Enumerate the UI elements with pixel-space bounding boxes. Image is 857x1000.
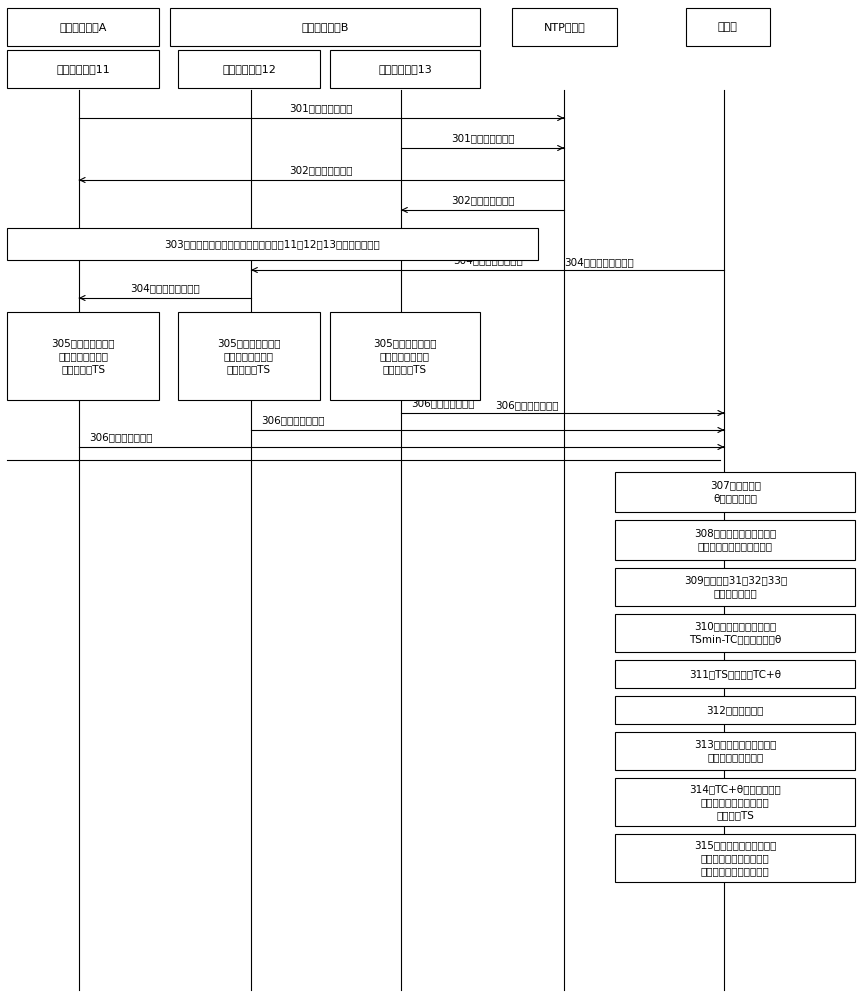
Text: 客户端: 客户端: [717, 22, 738, 32]
Text: 303，校正自身系统时钟，传输处理单元11、12、13的工作时钟一致: 303，校正自身系统时钟，传输处理单元11、12、13的工作时钟一致: [165, 239, 381, 249]
FancyBboxPatch shape: [615, 568, 855, 606]
FancyBboxPatch shape: [170, 8, 480, 46]
Text: 传输处理单元12: 传输处理单元12: [222, 64, 276, 74]
FancyBboxPatch shape: [615, 472, 855, 512]
FancyBboxPatch shape: [7, 228, 538, 260]
Text: 306，流媒体数据包: 306，流媒体数据包: [411, 398, 475, 408]
Text: 301，查询时间请求: 301，查询时间请求: [290, 103, 353, 113]
Text: 306，流媒体数据包: 306，流媒体数据包: [261, 415, 325, 425]
FancyBboxPatch shape: [615, 778, 855, 826]
Text: 304，流媒体获取请求: 304，流媒体获取请求: [564, 257, 633, 267]
FancyBboxPatch shape: [330, 312, 480, 400]
FancyBboxPatch shape: [178, 312, 320, 400]
FancyBboxPatch shape: [615, 696, 855, 724]
Text: 308，空值，将数据包保存
到对应缓冲区中的相应位置: 308，空值，将数据包保存 到对应缓冲区中的相应位置: [694, 529, 776, 551]
Text: 313，将数据包保存到对应
缓冲区中的相应位置: 313，将数据包保存到对应 缓冲区中的相应位置: [694, 740, 776, 762]
Text: 304，流媒体获取请求: 304，流媒体获取请求: [130, 283, 200, 293]
Text: 312，丢弃数据包: 312，丢弃数据包: [707, 705, 764, 715]
Text: 305，拍摄采集、编
码，压缩成多个数
据包并标记TS: 305，拍摄采集、编 码，压缩成多个数 据包并标记TS: [51, 338, 115, 374]
Text: 310，均有数据包，将差值
TSmin-TC赋予时间变量θ: 310，均有数据包，将差值 TSmin-TC赋予时间变量θ: [689, 622, 782, 644]
Text: 301，查询时间请求: 301，查询时间请求: [451, 133, 514, 143]
FancyBboxPatch shape: [7, 50, 159, 88]
Text: 309，缓冲区31、32、33中
是否均有数据包: 309，缓冲区31、32、33中 是否均有数据包: [684, 576, 787, 598]
Text: 302，查询时间响应: 302，查询时间响应: [451, 195, 514, 205]
FancyBboxPatch shape: [615, 520, 855, 560]
Text: 306，流媒体数据包: 306，流媒体数据包: [495, 400, 559, 410]
Text: 流媒体服务器B: 流媒体服务器B: [301, 22, 349, 32]
FancyBboxPatch shape: [178, 50, 320, 88]
Text: 306，流媒体数据包: 306，流媒体数据包: [89, 432, 153, 442]
Text: 314，TC+θ是否达到各播
放队列中第一个数据包上
的时间戳TS: 314，TC+θ是否达到各播 放队列中第一个数据包上 的时间戳TS: [689, 784, 782, 820]
FancyBboxPatch shape: [615, 660, 855, 688]
Text: 311，TS是否大于TC+θ: 311，TS是否大于TC+θ: [689, 669, 782, 679]
Text: NTP服务器: NTP服务器: [544, 22, 585, 32]
Text: 传输处理单元13: 传输处理单元13: [378, 64, 432, 74]
Text: 305，拍摄采集、编
码，压缩成多个数
据包并标记TS: 305，拍摄采集、编 码，压缩成多个数 据包并标记TS: [373, 338, 437, 374]
FancyBboxPatch shape: [615, 732, 855, 770]
Text: 307，时间变量
θ是否为非空值: 307，时间变量 θ是否为非空值: [710, 481, 761, 503]
Text: 传输处理单元11: 传输处理单元11: [57, 64, 110, 74]
Text: 304，流媒体获取请求: 304，流媒体获取请求: [452, 255, 523, 265]
FancyBboxPatch shape: [615, 834, 855, 882]
Text: 流媒体服务器A: 流媒体服务器A: [59, 22, 107, 32]
FancyBboxPatch shape: [615, 614, 855, 652]
FancyBboxPatch shape: [7, 8, 159, 46]
FancyBboxPatch shape: [512, 8, 617, 46]
Text: 302，查询时间响应: 302，查询时间响应: [290, 165, 353, 175]
FancyBboxPatch shape: [330, 50, 480, 88]
Text: 315，将该某一个播放队列
中的数据包依次送到解码
器进行解压、解码、播放: 315，将该某一个播放队列 中的数据包依次送到解码 器进行解压、解码、播放: [694, 840, 776, 876]
FancyBboxPatch shape: [686, 8, 770, 46]
Text: 305，拍摄采集、编
码，压缩成多个数
据包并标记TS: 305，拍摄采集、编 码，压缩成多个数 据包并标记TS: [217, 338, 281, 374]
FancyBboxPatch shape: [7, 312, 159, 400]
